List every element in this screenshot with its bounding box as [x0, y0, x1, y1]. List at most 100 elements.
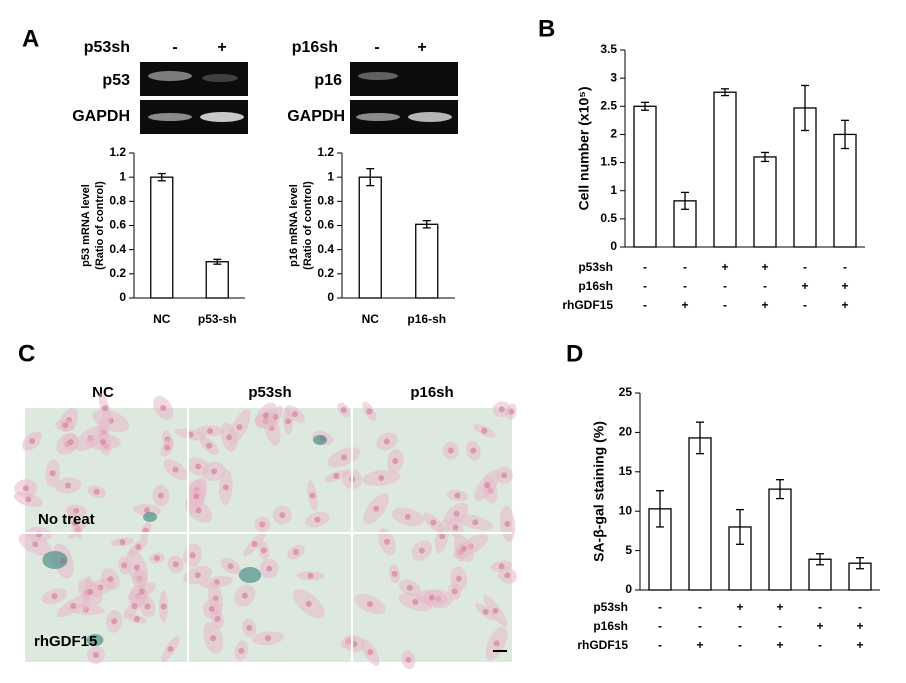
- condition-value: -: [738, 638, 742, 652]
- error-bar: [761, 151, 769, 163]
- y-tick-label: 0.4: [317, 242, 334, 256]
- nucleus: [260, 547, 267, 554]
- nucleus: [498, 406, 505, 413]
- nucleus: [72, 520, 79, 527]
- nucleus: [172, 466, 179, 473]
- error-bar: [816, 553, 824, 566]
- panel-letter: C: [18, 340, 35, 367]
- gel-condition: -: [172, 39, 177, 56]
- condition-name: rhGDF15: [577, 638, 628, 652]
- y-tick-label: 1: [119, 169, 126, 183]
- condition-value: -: [643, 260, 647, 274]
- nucleus: [373, 505, 380, 512]
- bar: [633, 105, 657, 248]
- error-bar: [696, 421, 704, 455]
- nucleus: [405, 656, 412, 663]
- nucleus: [498, 563, 505, 570]
- nucleus: [367, 601, 374, 608]
- y-tick-label: 3.5: [600, 42, 617, 56]
- nucleus: [131, 603, 138, 610]
- nucleus: [439, 533, 446, 540]
- condition-name: p53sh: [578, 260, 613, 274]
- micrograph-column: p16sh: [410, 384, 453, 401]
- nucleus: [138, 588, 145, 595]
- stain: [143, 512, 157, 522]
- nucleus: [157, 492, 164, 499]
- nucleus: [25, 496, 32, 503]
- condition-value: -: [803, 298, 807, 312]
- nucleus: [214, 615, 221, 622]
- nucleus: [211, 468, 218, 475]
- y-tick-label: 1: [327, 169, 334, 183]
- nucleus: [135, 543, 142, 550]
- condition-value: +: [856, 638, 863, 652]
- condition-value: -: [763, 279, 767, 293]
- y-tick-label: 25: [619, 385, 633, 399]
- nucleus: [227, 563, 234, 570]
- error-bar: [157, 172, 166, 182]
- micrograph-column: NC: [92, 384, 114, 401]
- nucleus: [314, 516, 321, 523]
- condition-value: -: [658, 600, 662, 614]
- condition-name: p53sh: [593, 600, 628, 614]
- nucleus: [121, 562, 128, 569]
- gel-treatment: p16sh: [292, 39, 338, 56]
- error-bar: [681, 191, 689, 210]
- nucleus: [333, 473, 340, 480]
- nucleus: [367, 649, 374, 656]
- nucleus: [309, 492, 316, 499]
- gel-treatment: p53sh: [84, 39, 130, 56]
- x-tick-label: p16-sh: [407, 312, 446, 326]
- condition-value: -: [818, 600, 822, 614]
- nucleus: [279, 512, 286, 519]
- x-tick-label: NC: [362, 312, 380, 326]
- nucleus: [144, 507, 151, 514]
- condition-value: -: [698, 600, 702, 614]
- nucleus: [452, 524, 459, 531]
- nucleus: [454, 492, 461, 499]
- condition-value: -: [738, 619, 742, 633]
- condition-value: +: [841, 279, 848, 293]
- nucleus: [285, 418, 292, 425]
- nucleus: [264, 635, 271, 642]
- gel-condition: +: [417, 39, 426, 56]
- y-tick-label: 0.2: [109, 266, 126, 280]
- error-bar: [721, 88, 729, 97]
- nucleus: [307, 572, 314, 579]
- gel-condition: +: [217, 39, 226, 56]
- y-tick-label: 20: [619, 425, 633, 439]
- nucleus: [195, 463, 202, 470]
- condition-value: -: [858, 600, 862, 614]
- nucleus: [383, 538, 390, 545]
- error-bar: [422, 220, 431, 229]
- nucleus: [418, 547, 425, 554]
- y-axis-label: (Ratio of control): [302, 181, 314, 270]
- condition-value: -: [723, 298, 727, 312]
- y-tick-label: 15: [619, 464, 633, 478]
- y-tick-label: 0.6: [109, 218, 126, 232]
- bar: [713, 91, 737, 248]
- nucleus: [153, 555, 160, 562]
- nucleus: [67, 438, 74, 445]
- condition-value: +: [801, 279, 808, 293]
- nucleus: [472, 519, 479, 526]
- nucleus: [238, 647, 245, 654]
- panel-letter: D: [566, 340, 583, 367]
- nucleus: [49, 470, 56, 477]
- condition-value: +: [776, 600, 783, 614]
- nucleus: [501, 472, 508, 479]
- nucleus: [391, 570, 398, 577]
- stain: [238, 567, 262, 583]
- nucleus: [206, 442, 213, 449]
- y-tick-label: 0.4: [109, 242, 126, 256]
- nucleus: [460, 545, 467, 552]
- nucleus: [453, 510, 460, 517]
- nucleus: [428, 594, 435, 601]
- nucleus: [167, 646, 174, 653]
- nucleus: [195, 507, 202, 514]
- condition-value: -: [778, 619, 782, 633]
- nucleus: [406, 584, 413, 591]
- nucleus: [194, 572, 201, 579]
- y-tick-label: 2: [610, 127, 617, 141]
